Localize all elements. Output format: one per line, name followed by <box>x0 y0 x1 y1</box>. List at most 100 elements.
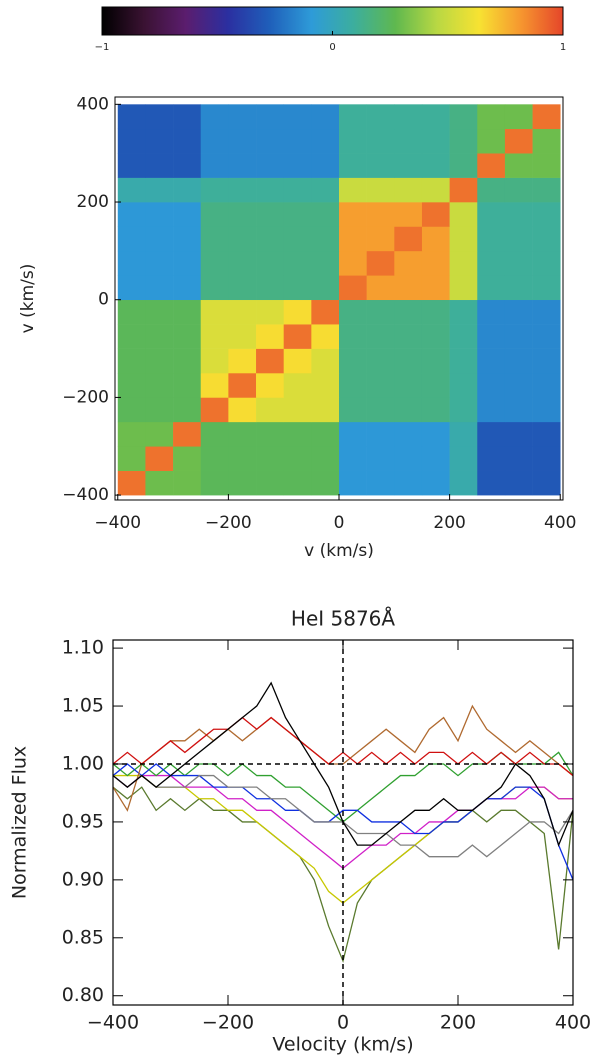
heatmap-cell <box>421 104 450 130</box>
heatmap-cell <box>449 226 478 252</box>
heatmap-cell <box>200 446 229 471</box>
heatmap-cell <box>477 324 506 349</box>
heatmap-cell <box>173 421 202 447</box>
heatmap-cell <box>504 324 533 349</box>
heatmap-cell <box>200 104 229 130</box>
heatmap-cell <box>145 372 174 398</box>
heatmap-cell <box>228 275 257 301</box>
spectrum-line <box>113 763 573 881</box>
heatmap-cell <box>339 446 367 471</box>
heatmap-cell <box>173 324 202 349</box>
heatmap-cell <box>256 324 284 349</box>
heatmap-cell <box>366 299 395 325</box>
heatmap-cell <box>311 177 340 203</box>
heatmap-cell <box>504 470 533 496</box>
heatmap-cell <box>117 348 146 374</box>
y-tick-label: 1.10 <box>62 637 104 659</box>
heatmap-cell <box>477 446 506 471</box>
heatmap-cell <box>366 202 395 227</box>
heatmap-cell <box>477 275 506 301</box>
heatmap-cell <box>228 397 257 423</box>
heatmap-cell <box>117 397 146 423</box>
heatmap-cell <box>394 202 423 227</box>
heatmap-cell <box>421 153 450 178</box>
heatmap-cell <box>504 421 533 447</box>
heatmap-cell <box>311 250 340 276</box>
heatmap-cell <box>504 275 533 301</box>
heatmap-cell <box>477 153 506 178</box>
heatmap-cell <box>477 177 506 203</box>
heatmap-cell <box>532 104 561 130</box>
heatmap-cell <box>117 177 146 203</box>
heatmap-cell <box>532 470 561 496</box>
heatmap-cell <box>311 372 340 398</box>
heatmap-cell <box>228 128 257 154</box>
heatmap-cell <box>504 226 533 252</box>
y-tick-label: 0.80 <box>62 984 104 1006</box>
heatmap-cell <box>366 128 395 154</box>
heatmap-cell <box>145 177 174 203</box>
heatmap-cell <box>145 299 174 325</box>
heatmap-cell <box>256 446 284 471</box>
heatmap-cell <box>200 128 229 154</box>
x-tick-label: −400 <box>94 513 141 533</box>
heatmap-cell <box>339 250 367 276</box>
chart-title: HeI 5876Å <box>291 607 395 631</box>
heatmap-cell <box>228 177 257 203</box>
heatmap-cell <box>145 421 174 447</box>
heatmap-cell <box>366 177 395 203</box>
heatmap-cell <box>504 397 533 423</box>
heatmap-cell <box>477 226 506 252</box>
heatmap-cell <box>477 250 506 276</box>
heatmap-cell <box>311 348 340 374</box>
y-tick-label: 0.85 <box>62 926 104 948</box>
heatmap-cell <box>173 397 202 423</box>
heatmap-cell <box>283 153 312 178</box>
heatmap-cell <box>145 153 174 178</box>
heatmap-cell <box>394 104 423 130</box>
heatmap-cell <box>339 299 367 325</box>
heatmap-cell <box>532 446 561 471</box>
heatmap-cell <box>532 421 561 447</box>
heatmap-cell <box>366 372 395 398</box>
heatmap-cell <box>256 226 284 252</box>
heatmap-cell <box>145 202 174 227</box>
heatmap-cell <box>532 299 561 325</box>
heatmap-cell <box>449 348 478 374</box>
heatmap-cell <box>145 226 174 252</box>
heatmap-cell <box>504 128 533 154</box>
heatmap-cell <box>228 372 257 398</box>
heatmap-cell <box>504 177 533 203</box>
heatmap-cell <box>200 202 229 227</box>
heatmap-cell <box>200 324 229 349</box>
heatmap-cell <box>449 372 478 398</box>
heatmap-cell <box>504 299 533 325</box>
x-tick-label: −200 <box>202 1012 254 1034</box>
heatmap-cell <box>532 250 561 276</box>
heatmap-cell <box>449 446 478 471</box>
heatmap-cell <box>256 470 284 496</box>
y-tick-label: 0 <box>98 290 109 310</box>
colorbar-tick-label: −1 <box>95 42 110 53</box>
heatmap-cell <box>532 153 561 178</box>
heatmap-cell <box>228 348 257 374</box>
heatmap-cell <box>477 128 506 154</box>
heatmap-cell <box>449 153 478 178</box>
heatmap-cell <box>449 250 478 276</box>
heatmap-cell <box>366 226 395 252</box>
heatmap-cell <box>283 324 312 349</box>
heatmap-cell <box>117 226 146 252</box>
heatmap-cell <box>366 104 395 130</box>
heatmap-cell <box>477 470 506 496</box>
heatmap-cell <box>311 128 340 154</box>
y-tick-label: 0.90 <box>62 868 104 890</box>
heatmap-cell <box>228 250 257 276</box>
heatmap-cell <box>117 202 146 227</box>
heatmap-cell <box>173 250 202 276</box>
y-tick-label: 200 <box>77 192 109 212</box>
heatmap-cell <box>283 446 312 471</box>
heatmap-cell <box>421 202 450 227</box>
x-tick-label: −200 <box>205 513 252 533</box>
x-tick-label: 200 <box>433 513 465 533</box>
